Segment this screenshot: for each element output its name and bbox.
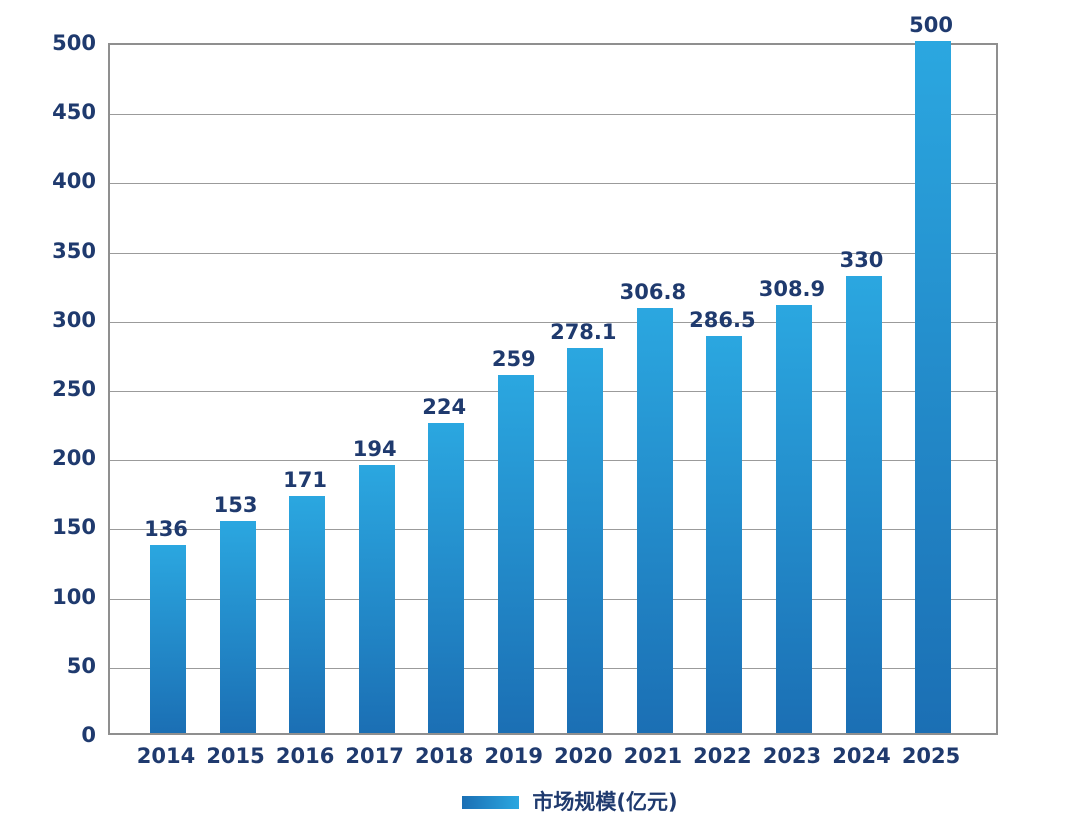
y-tick-label: 0: [81, 723, 96, 747]
bar-2018: [428, 422, 465, 733]
y-tick-label: 450: [52, 100, 96, 125]
x-tick-label: 2015: [206, 744, 265, 768]
y-tick-label: 300: [52, 307, 96, 332]
x-tick-label: 2024: [832, 744, 891, 768]
gridline: [110, 529, 996, 531]
x-tick-label: 2016: [275, 744, 335, 768]
gridline: [110, 321, 996, 323]
y-tick-label: 250: [52, 377, 96, 401]
bar-2023: [775, 305, 812, 733]
x-tick-label: 2023: [762, 744, 822, 768]
x-tick-label: 2017: [345, 744, 404, 768]
y-tick-label: 350: [52, 238, 96, 263]
bar-value-label: 500: [909, 13, 953, 37]
gridline: [110, 667, 996, 669]
bar-2022: [706, 336, 743, 733]
bar-2025: [915, 41, 952, 733]
x-tick-label: 2022: [693, 744, 752, 768]
plot-area: [108, 41, 998, 735]
bar-2020: [567, 348, 604, 733]
y-tick-label: 50: [66, 653, 96, 678]
x-tick-label: 2021: [623, 744, 683, 768]
y-tick-label: 100: [52, 584, 96, 609]
y-tick-label: 500: [52, 31, 96, 55]
bar-2017: [358, 464, 395, 733]
gridline: [110, 114, 996, 116]
bar-2014: [150, 544, 186, 733]
bar-2021: [636, 308, 673, 733]
y-tick-label: 400: [52, 169, 96, 194]
gridline: [110, 183, 996, 185]
legend: 市场规模(亿元): [0, 789, 1080, 815]
x-tick-label: 2019: [484, 744, 543, 768]
gridline: [110, 252, 996, 254]
gridline: [110, 598, 996, 600]
x-tick-label: 2014: [136, 744, 196, 768]
x-tick-label: 2020: [554, 744, 613, 768]
bar-2016: [289, 496, 326, 733]
bar-2024: [845, 276, 882, 733]
legend-label: 市场规模(亿元): [532, 790, 678, 814]
bar-2019: [497, 374, 534, 733]
y-tick-label: 150: [52, 515, 96, 540]
x-tick-label: 2025: [901, 744, 961, 768]
y-tick-label: 200: [52, 446, 96, 471]
legend-swatch-icon: [462, 795, 520, 809]
gridline: [110, 391, 996, 392]
x-tick-label: 2018: [414, 744, 474, 768]
bar-2015: [219, 521, 256, 733]
gridline: [110, 460, 996, 462]
